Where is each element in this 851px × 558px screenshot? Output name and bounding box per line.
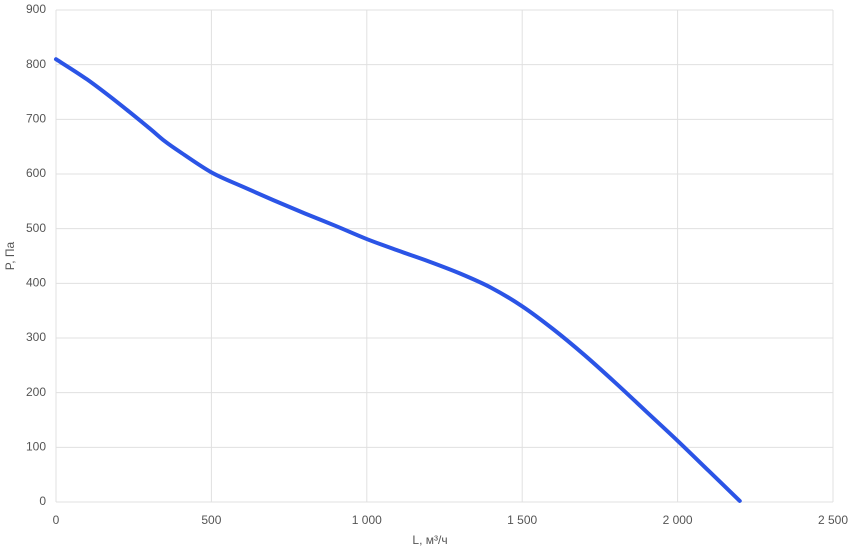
x-tick-label: 500 bbox=[201, 513, 221, 527]
y-tick-label: 0 bbox=[39, 494, 46, 508]
y-tick-label: 800 bbox=[26, 57, 46, 71]
x-tick-label: 2 000 bbox=[663, 513, 693, 527]
y-tick-label: 200 bbox=[26, 385, 46, 399]
y-tick-label: 500 bbox=[26, 221, 46, 235]
x-tick-label: 1 000 bbox=[352, 513, 382, 527]
x-tick-label: 1 500 bbox=[507, 513, 537, 527]
line bbox=[54, 57, 742, 503]
y-tick-label: 900 bbox=[26, 2, 46, 16]
y-tick-label: 700 bbox=[26, 112, 46, 126]
y-tick-label: 400 bbox=[26, 276, 46, 290]
y-axis-label: P, Па bbox=[3, 241, 17, 270]
x-tick-label: 0 bbox=[53, 513, 60, 527]
y-tick-label: 300 bbox=[26, 330, 46, 344]
x-axis-label: L, м³/ч bbox=[412, 533, 447, 547]
y-tick-label: 600 bbox=[26, 166, 46, 180]
y-tick-label: 100 bbox=[26, 440, 46, 454]
x-tick-label: 2 500 bbox=[818, 513, 848, 527]
